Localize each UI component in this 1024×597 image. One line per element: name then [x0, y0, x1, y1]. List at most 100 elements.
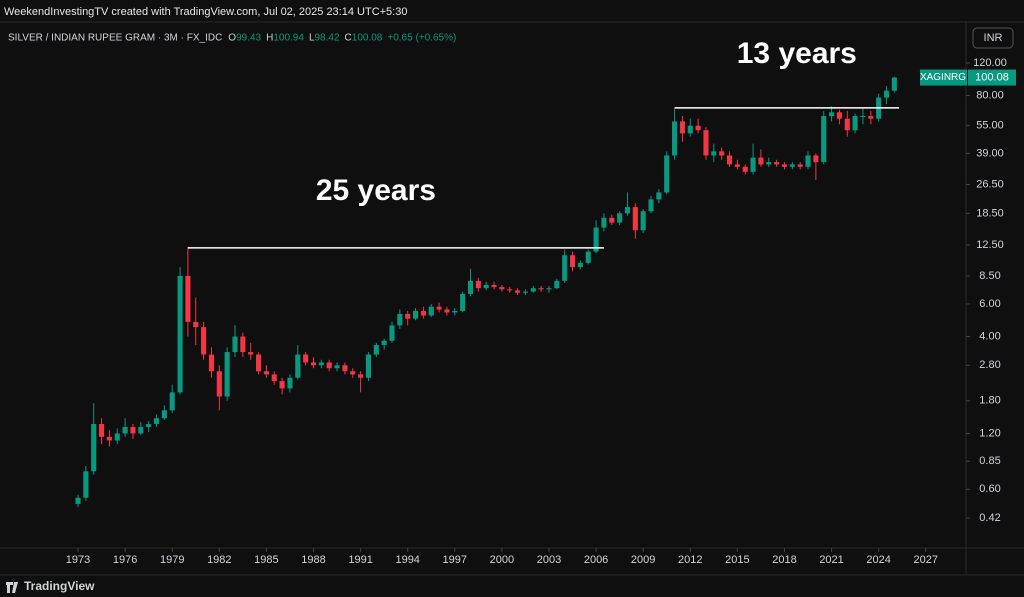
candle	[726, 151, 733, 167]
candle-body	[350, 371, 356, 375]
candle	[271, 371, 277, 385]
candle-body	[844, 118, 850, 131]
candle	[719, 147, 725, 160]
x-tick-label: 1985	[254, 554, 278, 566]
candle-body	[781, 164, 788, 167]
candle-body	[813, 155, 819, 163]
candle-body	[138, 427, 144, 434]
ohlc-label: H	[266, 33, 273, 44]
ohlc-label: L	[309, 33, 315, 44]
candle-body	[530, 288, 536, 292]
candle-body	[177, 275, 183, 393]
candle-body	[515, 290, 521, 293]
candle	[83, 466, 89, 501]
candle	[656, 189, 662, 204]
candle	[452, 308, 458, 316]
candle	[538, 286, 544, 292]
currency-button[interactable]	[972, 27, 1014, 49]
candle	[428, 303, 434, 318]
candle	[491, 281, 497, 290]
candle	[475, 277, 481, 292]
candle	[138, 422, 144, 435]
candle	[263, 365, 269, 378]
candle-body	[373, 345, 379, 355]
candle	[310, 357, 317, 369]
candle-body	[797, 164, 803, 167]
candle	[703, 127, 709, 160]
candle-body	[295, 354, 301, 378]
candle-body	[271, 374, 277, 382]
candle	[114, 428, 120, 445]
candle-body	[624, 207, 631, 214]
candle	[860, 108, 866, 125]
candle	[256, 352, 262, 375]
candle	[742, 164, 748, 175]
candle-body	[428, 306, 434, 316]
candle	[624, 192, 631, 216]
ohlc-value: 98.42	[315, 33, 340, 44]
candle	[648, 195, 654, 214]
x-tick-label: 1982	[207, 554, 231, 566]
candle	[373, 342, 379, 358]
y-tick-label: 1.20	[979, 427, 1000, 439]
candle-body	[122, 427, 128, 434]
candle	[734, 159, 740, 170]
x-tick-label: 2027	[914, 554, 938, 566]
candle	[805, 151, 811, 170]
candle-body	[452, 310, 458, 313]
candle	[750, 143, 756, 175]
candle	[836, 109, 842, 125]
candle	[193, 297, 199, 346]
candle	[522, 289, 528, 296]
candle	[460, 291, 466, 313]
candle	[169, 384, 175, 413]
candle	[483, 281, 489, 291]
candle	[397, 309, 403, 329]
candle	[295, 345, 301, 380]
x-tick-label: 1973	[66, 554, 90, 566]
candle-body	[648, 199, 654, 212]
candle	[130, 423, 136, 440]
candle-body	[546, 288, 552, 290]
candle	[106, 430, 112, 447]
candle-body	[891, 77, 897, 91]
candle	[664, 151, 670, 195]
candle	[405, 310, 411, 326]
currency[interactable]: INR	[984, 32, 1003, 44]
candle-body	[585, 251, 591, 263]
candle	[99, 418, 105, 445]
candle-body	[672, 121, 678, 156]
candle	[562, 249, 568, 283]
candle-body	[640, 211, 646, 231]
x-tick-label: 1988	[301, 554, 325, 566]
x-tick-label: 2018	[772, 554, 796, 566]
candle-body	[593, 227, 599, 252]
candle-body	[279, 381, 285, 389]
y-tick-label: 18.50	[976, 207, 1004, 219]
x-tick-label: 2006	[584, 554, 608, 566]
candle-body	[216, 371, 222, 397]
candle-body	[679, 121, 685, 134]
candle-body	[601, 217, 607, 228]
candle	[412, 308, 419, 321]
candle	[381, 338, 387, 350]
brand: TradingView	[6, 579, 95, 593]
candle	[844, 111, 850, 137]
candle	[797, 162, 803, 170]
candle-body	[193, 321, 199, 328]
x-tick-label: 1994	[395, 554, 419, 566]
candle-body	[758, 157, 764, 165]
candle-body	[766, 162, 772, 165]
candle	[530, 286, 536, 293]
candle-body	[161, 410, 167, 419]
candle	[711, 143, 717, 163]
candle-body	[617, 213, 623, 223]
candle-body	[522, 291, 528, 293]
candle-body	[719, 151, 725, 156]
candle-body	[303, 354, 309, 363]
candle-body	[883, 90, 890, 98]
candle	[224, 347, 230, 401]
candle-body	[499, 287, 505, 290]
candle	[303, 352, 309, 366]
